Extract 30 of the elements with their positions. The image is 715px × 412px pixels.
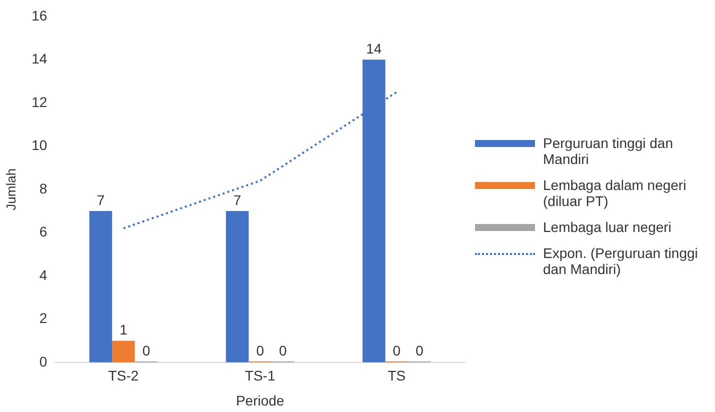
legend-label: Expon. (Perguruan tinggi dan Mandiri): [543, 245, 699, 277]
y-tick-label: 16: [32, 7, 48, 24]
x-tick-label: TS: [388, 368, 406, 384]
data-label: 1: [120, 322, 128, 338]
bar: [226, 211, 249, 362]
y-tick-label: 6: [39, 224, 48, 240]
y-tick-label: 0: [39, 353, 48, 370]
data-label: 14: [366, 40, 382, 57]
data-label: 0: [392, 342, 401, 358]
x-tick-label: TS-1: [244, 368, 276, 384]
legend-label: Lembaga luar negeri: [543, 219, 672, 235]
bar: [89, 211, 112, 362]
y-tick-label: 10: [32, 137, 48, 154]
y-tick-label: 14: [32, 50, 48, 67]
bar: [112, 340, 135, 362]
y-tick-label: 2: [39, 310, 48, 326]
legend-label: Perguruan tinggi dan Mandiri: [543, 135, 674, 167]
y-axis-title: Jumlah: [3, 168, 18, 210]
data-label: 0: [256, 342, 264, 358]
x-axis-title: Periode: [236, 392, 284, 408]
data-label: 7: [96, 192, 105, 208]
legend-label: Lembaga dalam negeri (diluar PT): [543, 177, 688, 209]
x-tick-label: TS-2: [108, 368, 139, 384]
data-label: 0: [278, 342, 287, 358]
y-tick-label: 8: [39, 180, 48, 196]
data-label: 0: [142, 342, 150, 358]
y-tick-label: 12: [32, 94, 48, 110]
data-label: 0: [416, 342, 424, 358]
y-tick-label: 4: [39, 266, 48, 283]
data-label: 7: [233, 192, 242, 208]
